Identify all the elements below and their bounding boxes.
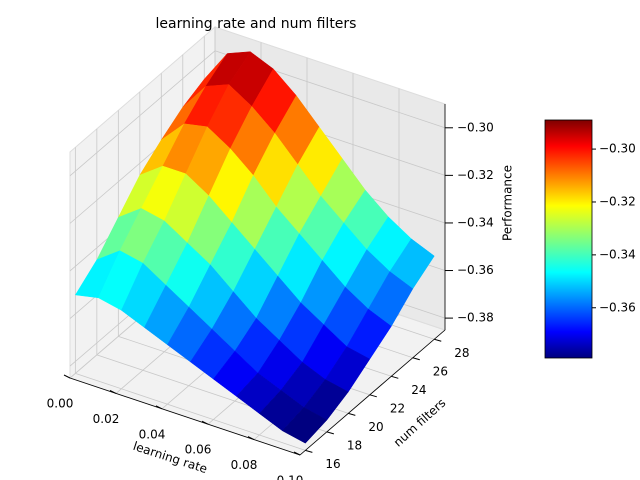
y-tick bbox=[391, 375, 399, 379]
y-tick bbox=[412, 357, 420, 361]
x-tick bbox=[63, 374, 71, 379]
x-tick-label: 0.02 bbox=[93, 412, 120, 426]
y-tick bbox=[305, 449, 313, 453]
y-axis-line bbox=[299, 329, 446, 456]
z-tick-label: −0.38 bbox=[457, 311, 494, 325]
y-tick bbox=[369, 394, 377, 398]
y-tick-label: 22 bbox=[390, 401, 405, 415]
colorbar-tick-label: −0.30 bbox=[599, 142, 636, 156]
colorbar-tick-label: −0.32 bbox=[599, 194, 636, 208]
z-tick-label: −0.36 bbox=[457, 263, 494, 277]
chart-title: learning rate and num filters bbox=[156, 16, 357, 32]
colorbar-tick-label: −0.34 bbox=[599, 247, 636, 261]
z-tick-label: −0.32 bbox=[457, 168, 494, 182]
z-tick-label: −0.30 bbox=[457, 120, 494, 134]
surface bbox=[74, 51, 435, 444]
y-tick-label: 18 bbox=[347, 438, 362, 452]
y-tick bbox=[348, 412, 356, 416]
x-tick-label: 0.08 bbox=[231, 458, 258, 472]
y-tick-label: 16 bbox=[325, 457, 340, 471]
y-tick bbox=[326, 431, 334, 435]
y-tick-label: 20 bbox=[368, 420, 383, 434]
colorbar-tick-label: −0.36 bbox=[599, 300, 636, 314]
z-tick-label: −0.34 bbox=[457, 215, 494, 229]
x-tick-label: 0.10 bbox=[277, 474, 304, 480]
grid-line bbox=[69, 50, 216, 177]
z-axis-label: Performance bbox=[501, 165, 515, 241]
x-tick-label: 0.06 bbox=[185, 443, 212, 457]
x-tick-label: 0.00 bbox=[47, 397, 74, 411]
y-tick-label: 24 bbox=[411, 383, 426, 397]
y-tick-label: 28 bbox=[454, 346, 469, 360]
surface-patch bbox=[281, 407, 328, 444]
grid-line bbox=[75, 372, 306, 451]
colorbar bbox=[544, 119, 593, 359]
x-axis-line bbox=[69, 377, 301, 456]
y-tick bbox=[434, 338, 442, 342]
x-tick-label: 0.04 bbox=[139, 427, 166, 441]
y-tick-label: 26 bbox=[433, 364, 448, 378]
